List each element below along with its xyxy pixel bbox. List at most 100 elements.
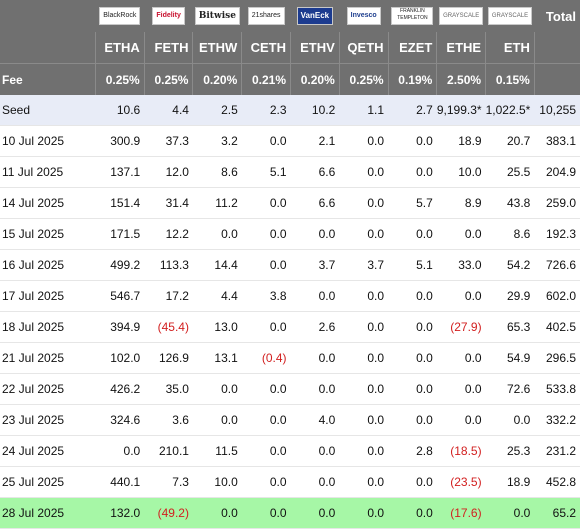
- row-label: 22 Jul 2025: [0, 373, 96, 405]
- total-cell: 332.2: [534, 404, 580, 436]
- fee-total-blank: [533, 63, 580, 95]
- total-cell: 10,255: [534, 95, 580, 126]
- table-row: 17 Jul 2025 546.7 17.2 4.4 3.8 0.0 0.0 0.0 0.0 29…: [0, 280, 580, 312]
- flow-cell: 18.9: [485, 466, 535, 498]
- total-cell: 65.2: [534, 497, 580, 529]
- flow-cell: 0.0: [241, 218, 291, 250]
- flow-cell: 10.6: [95, 95, 145, 126]
- table-row: 11 Jul 2025 137.1 12.0 8.6 5.1 6.6 0.0 0.0 10.0 2…: [0, 156, 580, 188]
- ticker-ceth: CETH: [241, 32, 291, 64]
- flow-cell: 31.4: [144, 187, 193, 219]
- flow-cell: 0.0: [436, 342, 486, 374]
- flow-cell: 0.0: [290, 435, 340, 467]
- fee-label: Fee: [0, 63, 96, 95]
- flow-cell: 2.6: [290, 311, 340, 343]
- flow-cell: 54.9: [485, 342, 535, 374]
- row-label: 23 Jul 2025: [0, 404, 96, 436]
- flow-cell: 0.0: [241, 187, 291, 219]
- flow-cell: 1.1: [339, 95, 389, 126]
- row-label: 16 Jul 2025: [0, 249, 96, 281]
- row-label: 10 Jul 2025: [0, 125, 96, 157]
- flow-cell: 0.0: [339, 280, 389, 312]
- fee-row: Fee 0.25% 0.25% 0.20% 0.21% 0.20% 0.25% …: [0, 63, 580, 95]
- fee-ezet: 0.19%: [387, 63, 437, 95]
- flow-cell: 0.0: [290, 280, 340, 312]
- flow-cell: 11.5: [192, 435, 242, 467]
- fee-ethv: 0.20%: [290, 63, 340, 95]
- flow-cell: 5.1: [388, 249, 437, 281]
- flow-cell: 0.0: [485, 404, 535, 436]
- flow-cell: 0.0: [388, 342, 437, 374]
- flow-cell: 2.8: [388, 435, 437, 467]
- table-row: 24 Jul 2025 0.0 210.1 11.5 0.0 0.0 0.0 2.8 (18.5…: [0, 435, 580, 467]
- row-label: 28 Jul 2025: [0, 497, 96, 529]
- flow-cell: 8.9: [436, 187, 486, 219]
- corner-cell: [0, 0, 96, 32]
- flow-cell: 6.6: [290, 156, 340, 188]
- flow-cell: 440.1: [95, 466, 145, 498]
- flow-cell: 10.0: [436, 156, 486, 188]
- flow-cell: 102.0: [95, 342, 145, 374]
- bitwise-logo: Bitwise: [194, 7, 240, 25]
- flow-cell: 8.6: [192, 156, 242, 188]
- flow-cell: 0.0: [241, 125, 291, 157]
- row-label: 15 Jul 2025: [0, 218, 96, 250]
- flow-cell: 25.5: [485, 156, 535, 188]
- flow-cell: 546.7: [95, 280, 145, 312]
- row-label: 18 Jul 2025: [0, 311, 96, 343]
- table-row: 23 Jul 2025 324.6 3.6 0.0 0.0 4.0 0.0 0.0 0.0 0.0…: [0, 404, 580, 436]
- flow-cell: 8.6: [485, 218, 535, 250]
- flow-cell: 0.0: [436, 373, 486, 405]
- flow-cell: 300.9: [95, 125, 145, 157]
- flow-cell: 9,199.3*: [436, 95, 486, 126]
- ticker-ethw: ETHW: [192, 32, 242, 64]
- flow-cell: 2.5: [192, 95, 242, 126]
- table-row: 14 Jul 2025 151.4 31.4 11.2 0.0 6.6 0.0 5.7 8.9 4…: [0, 187, 580, 219]
- flow-cell: (27.9): [436, 311, 486, 343]
- flow-cell: 0.0: [241, 435, 291, 467]
- flow-cell: 0.0: [192, 404, 242, 436]
- flow-cell: 0.0: [485, 497, 535, 529]
- fee-eth: 0.15%: [485, 63, 535, 95]
- ticker-row: ETHA FETH ETHW CETH ETHV QETH EZET ETHE …: [0, 32, 580, 64]
- flow-cell: (49.2): [144, 497, 193, 529]
- 21shares-logo: 21shares: [247, 7, 285, 25]
- total-cell: 192.3: [534, 218, 580, 250]
- flow-cell: 4.4: [144, 95, 193, 126]
- fee-etha: 0.25%: [94, 63, 145, 95]
- flow-cell: 12.0: [144, 156, 193, 188]
- flow-cell: 10.2: [290, 95, 340, 126]
- row-label: 25 Jul 2025: [0, 466, 96, 498]
- flow-cell: 210.1: [144, 435, 193, 467]
- flow-cell: 3.8: [241, 280, 291, 312]
- flow-cell: 426.2: [95, 373, 145, 405]
- flow-cell: (45.4): [144, 311, 193, 343]
- invesco-logo: Invesco: [346, 7, 381, 25]
- flow-cell: 1,022.5*: [485, 95, 535, 126]
- flow-cell: 13.1: [192, 342, 242, 374]
- flow-cell: 0.0: [241, 404, 291, 436]
- flow-cell: 0.0: [388, 280, 437, 312]
- ticker-ezet: EZET: [387, 32, 437, 64]
- flow-cell: 2.3: [241, 95, 291, 126]
- flow-cell: 5.1: [241, 156, 291, 188]
- flow-cell: (0.4): [241, 342, 291, 374]
- grayscale-logo-1: GRAYSCALE: [439, 7, 484, 25]
- flow-cell: 0.0: [290, 342, 340, 374]
- flow-cell: 0.0: [192, 373, 242, 405]
- flow-cell: 5.7: [388, 187, 437, 219]
- flow-cell: 0.0: [339, 466, 389, 498]
- row-label: 14 Jul 2025: [0, 187, 96, 219]
- ticker-total-blank: [533, 32, 580, 64]
- flow-cell: 0.0: [388, 311, 437, 343]
- flow-cell: 0.0: [290, 218, 340, 250]
- ticker-corner: [0, 32, 96, 64]
- flow-cell: 18.9: [436, 125, 486, 157]
- flow-cell: 499.2: [95, 249, 145, 281]
- flow-cell: 65.3: [485, 311, 535, 343]
- flow-cell: 0.0: [339, 497, 389, 529]
- row-label: 17 Jul 2025: [0, 280, 96, 312]
- total-cell: 402.5: [534, 311, 580, 343]
- total-cell: 259.0: [534, 187, 580, 219]
